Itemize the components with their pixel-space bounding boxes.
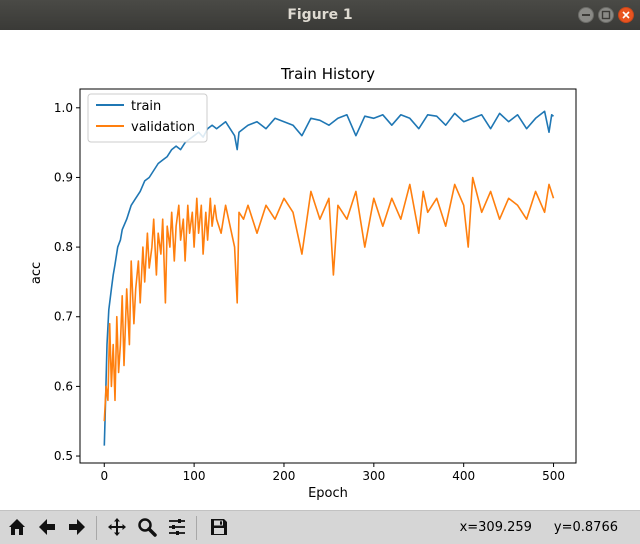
x-axis-label: Epoch: [308, 486, 348, 501]
legend: train validation: [87, 93, 208, 143]
y-tick-label: 0.8: [54, 240, 73, 254]
series-line-train: [103, 110, 554, 446]
window-titlebar[interactable]: Figure 1: [0, 0, 640, 30]
chart-svg[interactable]: Train History 0 100 200 300 400 500 0.5 0.6 0.7 0…: [0, 30, 640, 510]
chart-title: Train History: [280, 65, 375, 83]
coord-x: x=309.259: [459, 520, 532, 535]
zoom-button[interactable]: [134, 514, 160, 540]
legend-label-train: train: [131, 99, 161, 114]
y-tick-label: 0.6: [54, 379, 73, 393]
pan-button[interactable]: [104, 514, 130, 540]
x-tick-label: 300: [362, 469, 385, 483]
toolbar-separator: [96, 516, 97, 540]
plot-frame: [79, 88, 577, 464]
toolbar-separator: [196, 516, 197, 540]
close-button[interactable]: [618, 7, 634, 23]
navigation-toolbar: x=309.259 y=0.8766: [0, 510, 640, 544]
save-icon: [211, 519, 227, 535]
back-icon: [39, 519, 55, 535]
x-tick-label: 200: [273, 469, 296, 483]
series-line-validation: [103, 176, 555, 422]
close-icon: [622, 11, 630, 19]
y-tick-label: 0.9: [54, 170, 73, 184]
configure-subplots-icon: [169, 519, 185, 535]
window-title: Figure 1: [287, 7, 353, 23]
maximize-icon: [601, 10, 611, 20]
x-tick-label: 400: [452, 469, 475, 483]
zoom-icon: [138, 518, 157, 537]
y-tick-label: 0.5: [54, 449, 73, 463]
x-tick-label: 500: [542, 469, 565, 483]
forward-button[interactable]: [64, 514, 90, 540]
x-tick-label: 0: [100, 469, 108, 483]
coord-y: y=0.8766: [553, 520, 618, 535]
legend-label-validation: validation: [131, 120, 195, 135]
back-button[interactable]: [34, 514, 60, 540]
save-button[interactable]: [206, 514, 232, 540]
y-axis-label: acc: [29, 262, 44, 284]
x-tick-label: 100: [183, 469, 206, 483]
pan-icon: [108, 518, 126, 536]
minimize-icon: [582, 14, 590, 16]
home-icon: [9, 519, 25, 535]
figure-canvas[interactable]: Train History 0 100 200 300 400 500 0.5 0.6 0.7 0…: [0, 30, 640, 510]
y-tick-label: 0.7: [54, 310, 73, 324]
forward-icon: [69, 519, 85, 535]
configure-subplots-button[interactable]: [164, 514, 190, 540]
cursor-coordinates: x=309.259 y=0.8766: [452, 520, 618, 535]
home-button[interactable]: [4, 514, 30, 540]
y-tick-label: 1.0: [54, 101, 73, 115]
minimize-button[interactable]: [578, 7, 594, 23]
maximize-button[interactable]: [598, 7, 614, 23]
